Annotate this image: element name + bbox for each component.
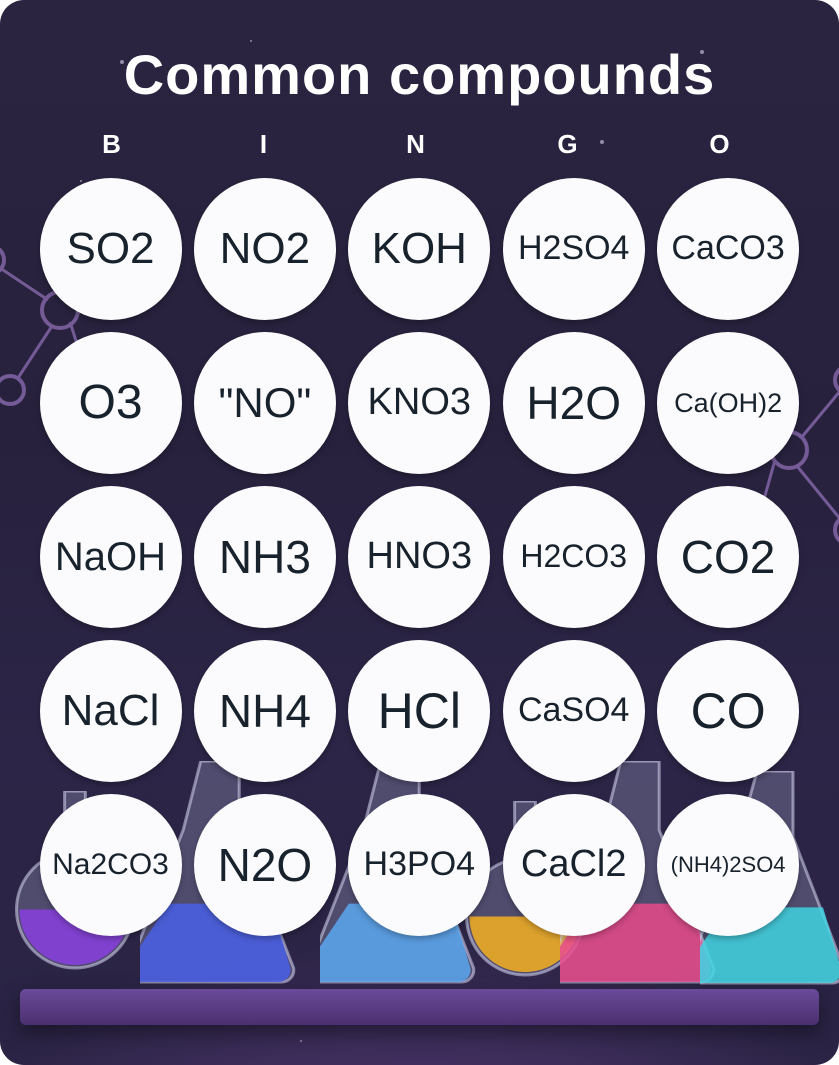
bench-shelf	[20, 989, 819, 1025]
bingo-cell-label: CaCl2	[515, 845, 633, 885]
bingo-cell[interactable]: "NO"	[194, 332, 336, 474]
bingo-cell[interactable]: NH4	[194, 640, 336, 782]
bingo-cell[interactable]: CaCl2	[503, 794, 645, 936]
bingo-cell[interactable]: NaCl	[40, 640, 182, 782]
bingo-cell[interactable]: CaSO4	[503, 640, 645, 782]
bingo-grid: SO2 NO2 KOH H2SO4 CaCO3 O3 "NO" KNO3 H2O Ca(OH)2 N…	[40, 178, 800, 936]
bingo-cell[interactable]: KOH	[348, 178, 490, 320]
bingo-cell[interactable]: KNO3	[348, 332, 490, 474]
header-n: N	[344, 129, 496, 160]
bingo-cell[interactable]: H2SO4	[503, 178, 645, 320]
bingo-cell-label: HNO3	[361, 537, 479, 577]
bingo-cell[interactable]: H2CO3	[503, 486, 645, 628]
bingo-cell-label: NO2	[214, 226, 316, 272]
bingo-cell[interactable]: CO2	[657, 486, 799, 628]
card-content: Common compounds B I N G O SO2 NO2 KOH H2SO…	[0, 0, 839, 936]
bingo-cell-label: KOH	[366, 226, 473, 272]
bingo-cell-label: (NH4)2SO4	[665, 853, 792, 876]
bingo-cell-label: NH3	[213, 533, 317, 581]
bingo-cell-label: Ca(OH)2	[668, 389, 788, 417]
bingo-cell-label: O3	[72, 378, 148, 428]
bingo-cell[interactable]: H3PO4	[348, 794, 490, 936]
star-icon	[300, 1040, 302, 1042]
header-g: G	[496, 129, 648, 160]
bingo-cell[interactable]: HNO3	[348, 486, 490, 628]
bingo-cell-label: Na2CO3	[46, 849, 175, 881]
bingo-cell[interactable]: H2O	[503, 332, 645, 474]
bingo-cell[interactable]: (NH4)2SO4	[657, 794, 799, 936]
bingo-cell-label: "NO"	[212, 381, 317, 425]
bingo-cell-label: CaCO3	[665, 231, 790, 267]
bingo-cell[interactable]: N2O	[194, 794, 336, 936]
bingo-cell-label: H2O	[520, 379, 627, 427]
bingo-header-row: B I N G O	[40, 129, 800, 160]
bingo-cell[interactable]: NH3	[194, 486, 336, 628]
bingo-cell-label: CO	[685, 685, 772, 738]
bingo-cell[interactable]: NO2	[194, 178, 336, 320]
bingo-card: Common compounds B I N G O SO2 NO2 KOH H2SO…	[0, 0, 839, 1065]
bingo-cell-label: SO2	[60, 226, 160, 272]
bingo-cell-label: CaSO4	[512, 693, 636, 729]
bingo-cell-label: NH4	[213, 687, 317, 735]
bingo-cell-label: HCl	[372, 685, 467, 738]
bingo-cell[interactable]: NaOH	[40, 486, 182, 628]
bingo-cell[interactable]: Na2CO3	[40, 794, 182, 936]
bingo-cell[interactable]: CO	[657, 640, 799, 782]
bingo-cell-label: NaOH	[49, 536, 172, 578]
star-icon	[420, 1020, 424, 1024]
card-title: Common compounds	[124, 42, 716, 107]
bingo-cell-label: KNO3	[362, 383, 477, 423]
bingo-cell-label: N2O	[212, 841, 319, 889]
bingo-cell[interactable]: O3	[40, 332, 182, 474]
header-b: B	[40, 129, 192, 160]
bingo-cell[interactable]: CaCO3	[657, 178, 799, 320]
bingo-cell-label: H2SO4	[512, 231, 636, 267]
header-o: O	[648, 129, 800, 160]
bingo-cell-label: CO2	[675, 533, 782, 581]
bingo-cell[interactable]: Ca(OH)2	[657, 332, 799, 474]
bingo-cell-label: NaCl	[56, 688, 166, 734]
bingo-cell[interactable]: HCl	[348, 640, 490, 782]
bingo-cell-label: H3PO4	[358, 847, 482, 883]
bingo-cell-label: H2CO3	[514, 540, 633, 574]
bingo-cell[interactable]: SO2	[40, 178, 182, 320]
header-i: I	[192, 129, 344, 160]
